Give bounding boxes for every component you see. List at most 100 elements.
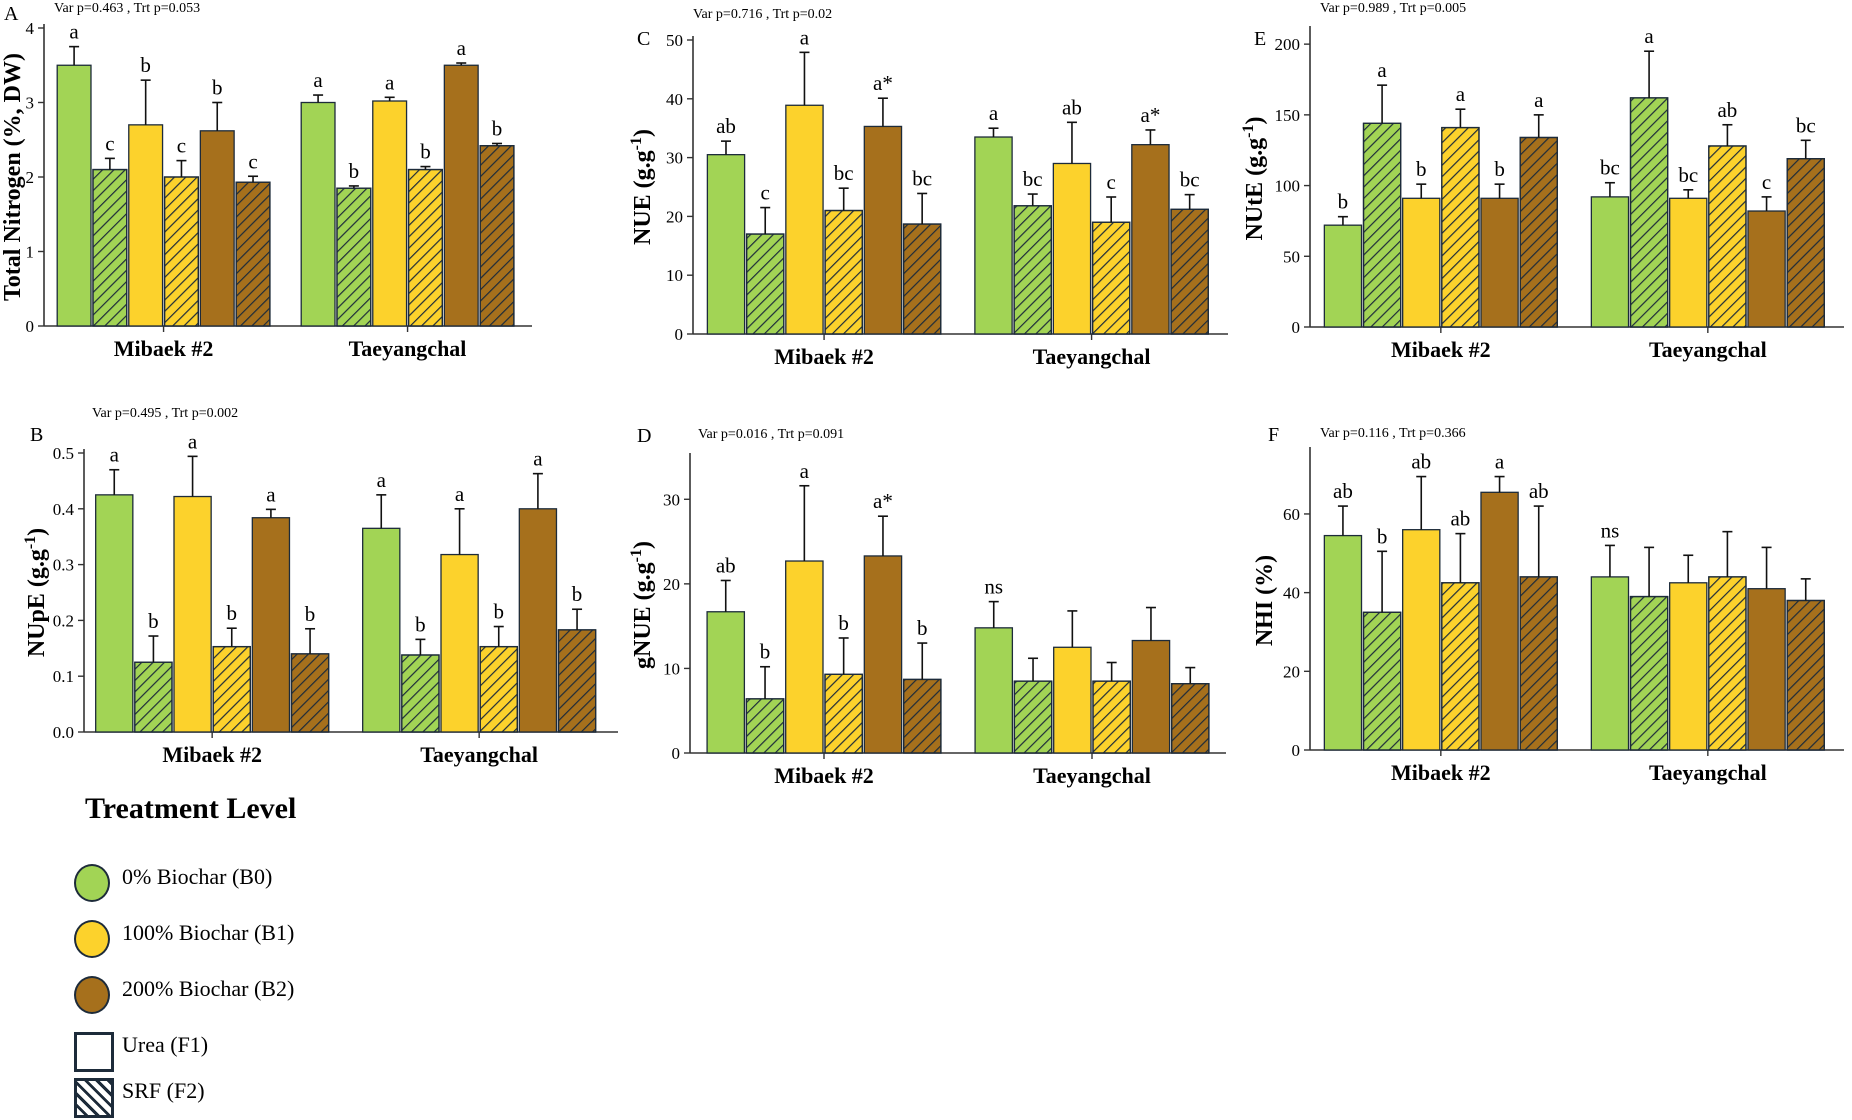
- panel-b-bar-b1-f1-mibaek: [173, 495, 212, 733]
- panel-d-significance-letter: a*: [873, 489, 893, 513]
- panel-c-letter: C: [637, 28, 650, 50]
- legend-label-f1: Urea (F1): [122, 1032, 209, 1057]
- panel-c-bar-b1-f1-mibaek: [785, 104, 824, 335]
- panel-d-bar-b1-f1-mibaek: [785, 560, 824, 754]
- panel-b-bar-b1-f1-taeyangchal: [440, 553, 479, 733]
- panel-d-bar-hatch-overlay: [745, 698, 785, 754]
- panel-b-bar-b2-f1-taeyangchal: [518, 508, 558, 733]
- panel-e-letter: E: [1254, 28, 1266, 50]
- panel-d-significance-letter: b: [838, 611, 849, 635]
- panel-d-bar-b2-f1-mibaek: [863, 555, 903, 754]
- panel-c-stats-annotation: Var p=0.716 , Trt p=0.02: [693, 7, 832, 22]
- panel-a-significance-letter: b: [349, 159, 360, 183]
- panel-c-significance-letter: a: [800, 25, 810, 49]
- panel-a-bar-b1-f1-mibaek: [128, 124, 164, 327]
- panel-b-significance-letter: a: [266, 482, 276, 506]
- panel-a-significance-letter: b: [140, 53, 151, 77]
- panel-c-ytick-label: 20: [666, 207, 683, 226]
- panel-d-bar-b1-f1-taeyangchal: [1053, 646, 1092, 754]
- panel-d-significance-letter: b: [917, 616, 928, 640]
- panel-f-bar-b1-f1-mibaek: [1402, 529, 1441, 751]
- panel-e-significance-letter: ab: [1717, 98, 1737, 122]
- panel-d-bar-hatch-overlay: [1092, 680, 1131, 754]
- panel-f-bar-hatch-overlay: [1629, 595, 1669, 751]
- panel-b-bar-hatch-overlay: [212, 645, 251, 733]
- panel-b-significance-letter: b: [148, 609, 159, 633]
- legend-item-b0: 0% Biochar (B0): [70, 860, 470, 906]
- panel-f-significance-letter: b: [1377, 524, 1388, 548]
- panel-e-bar-b0-f1-taeyangchal: [1590, 196, 1630, 328]
- panel-a-bar-b2-f1-mibaek: [199, 130, 235, 327]
- panel-b-significance-letter: a: [455, 482, 465, 506]
- panel-c-group-label: Taeyangchal: [1033, 344, 1151, 369]
- panel-e-ylabel: NUtE (g.g-1): [1240, 117, 1268, 241]
- panel-c-bar-b2-f1-mibaek: [863, 125, 903, 335]
- b1-color-swatch: [74, 920, 110, 958]
- panel-f-ytick-label: 60: [1283, 505, 1300, 524]
- panel-e-ytick-label: 200: [1275, 35, 1301, 54]
- panel-b-significance-letter: b: [305, 602, 316, 626]
- panel-c-significance-letter: bc: [912, 166, 932, 190]
- panel-b-significance-letter: b: [572, 582, 583, 606]
- panel-d-significance-letter: ns: [984, 575, 1003, 599]
- panel-b-bar-b0-f1-mibaek: [95, 494, 134, 733]
- panel-e-significance-letter: a: [1644, 24, 1654, 48]
- panel-a-significance-letter: b: [212, 76, 223, 100]
- panel-c-bar-b0-f1-taeyangchal: [974, 136, 1013, 335]
- panel-d-group-label: Mibaek #2: [774, 763, 874, 788]
- panel-c-bar-hatch-overlay: [902, 223, 942, 335]
- panel-c-significance-letter: ab: [716, 114, 736, 138]
- panel-e-bar-hatch-overlay: [1519, 136, 1558, 328]
- panel-a-significance-letter: a: [69, 20, 79, 44]
- panel-f-significance-letter: ab: [1411, 450, 1431, 474]
- panel-c-significance-letter: ab: [1062, 95, 1082, 119]
- panel-c-significance-letter: a*: [1141, 103, 1161, 127]
- panel-a-significance-letter: c: [248, 149, 257, 173]
- panel-a-group-label: Mibaek #2: [114, 336, 214, 361]
- panel-e-bar-hatch-overlay: [1786, 158, 1825, 328]
- panel-a-significance-letter: c: [177, 134, 186, 158]
- panel-a-significance-letter: a: [313, 68, 323, 92]
- panel-e-group-label: Taeyangchal: [1649, 337, 1767, 362]
- panel-b-bar-b2-f1-mibaek: [251, 517, 291, 733]
- legend-item-b1: 100% Biochar (B1): [70, 916, 470, 962]
- panel-a-bar-b2-f1-taeyangchal: [443, 64, 479, 327]
- panel-c-bar-hatch-overlay: [1091, 221, 1131, 335]
- panel-b-bar-hatch-overlay: [479, 645, 518, 733]
- panel-f-group-label: Mibaek #2: [1391, 760, 1491, 785]
- panel-e-ytick-label: 100: [1275, 177, 1301, 196]
- panel-e-ytick-label: 50: [1283, 247, 1300, 266]
- panel-e-significance-letter: b: [1338, 190, 1349, 214]
- panel-e-bar-hatch-overlay: [1708, 145, 1747, 328]
- panel-f-significance-letter: ns: [1601, 518, 1620, 542]
- legend-item-b2: 200% Biochar (B2): [70, 972, 470, 1018]
- panel-d-significance-letter: a: [800, 459, 810, 483]
- panel-e-significance-letter: c: [1762, 170, 1771, 194]
- panel-f-bar-b0-f1-mibaek: [1323, 534, 1363, 751]
- panel-c-bar-b0-f1-mibaek: [706, 154, 746, 335]
- panel-d-ytick-label: 20: [663, 575, 680, 594]
- panel-f-significance-letter: ab: [1333, 479, 1353, 503]
- panel-b-group-label: Taeyangchal: [420, 742, 538, 767]
- panel-e-significance-letter: b: [1416, 157, 1427, 181]
- panel-e-bar-hatch-overlay: [1441, 126, 1480, 328]
- panel-a-bar-hatch-overlay: [163, 176, 199, 327]
- panel-c-significance-letter: c: [761, 181, 770, 205]
- panel-b-ytick-label: 0.1: [53, 667, 74, 686]
- panel-a-bar-hatch-overlay: [479, 145, 515, 327]
- panel-a-stats-annotation: Var p=0.463 , Trt p=0.053: [54, 1, 200, 16]
- panel-f-stats-annotation: Var p=0.116 , Trt p=0.366: [1320, 426, 1466, 441]
- panel-b-bar-hatch-overlay: [290, 653, 330, 733]
- panel-d-stats-annotation: Var p=0.016 , Trt p=0.091: [698, 427, 844, 442]
- panel-d-ytick-label: 0: [672, 744, 681, 763]
- panel-b-significance-letter: b: [226, 601, 237, 625]
- panel-b-ytick-label: 0.3: [53, 556, 74, 575]
- panel-c-significance-letter: bc: [1180, 168, 1200, 192]
- panel-e-ytick-label: 150: [1275, 106, 1301, 125]
- panel-e-significance-letter: bc: [1678, 163, 1698, 187]
- panel-d-ytick-label: 30: [663, 490, 680, 509]
- srf-hatch-swatch: [74, 1078, 114, 1118]
- panel-e-bar-b2-f1-taeyangchal: [1747, 210, 1786, 328]
